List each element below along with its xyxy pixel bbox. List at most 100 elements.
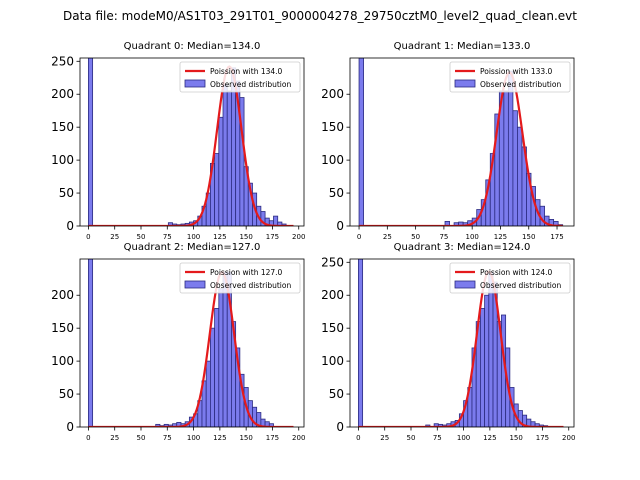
histogram-bar (226, 90, 232, 226)
legend-fit-label: Poission with 133.0 (480, 67, 553, 76)
histogram-bar (512, 110, 518, 226)
y-tick-label: 0 (336, 420, 344, 434)
x-tick-label: 0 (86, 434, 90, 442)
histogram-bar (480, 308, 486, 427)
x-tick-label: 175 (550, 233, 563, 241)
x-tick-label: 75 (433, 434, 442, 442)
histogram-bar (214, 308, 220, 427)
y-tick-label: 150 (51, 321, 74, 335)
legend-fit-label: Poission with 134.0 (210, 67, 283, 76)
legend-hist-swatch (454, 280, 476, 289)
legend-box (449, 61, 571, 93)
legend-box (179, 61, 301, 93)
legend-hist-swatch (454, 79, 476, 88)
poisson-fit-line (88, 270, 294, 427)
y-tick-label: 200 (321, 87, 344, 101)
x-tick-label: 175 (266, 233, 279, 241)
x-tick-label: 0 (86, 233, 90, 241)
x-tick-label: 50 (407, 434, 416, 442)
histogram-bar (358, 259, 364, 427)
x-tick-label: 50 (411, 233, 420, 241)
y-tick-label: 150 (51, 120, 74, 134)
legend: Poission with 127.0 Observed distribution (179, 262, 301, 294)
x-tick-label: 175 (536, 434, 549, 442)
histogram-bar (88, 259, 94, 427)
histogram-bar (205, 360, 211, 427)
histogram-bar (484, 294, 490, 427)
x-tick-label: 50 (137, 434, 146, 442)
x-tick-label: 125 (213, 233, 226, 241)
panel-title: Quadrant 1: Median=133.0 (394, 41, 531, 52)
legend: Poission with 134.0 Observed distribution (179, 61, 301, 93)
x-tick-label: 0 (356, 434, 360, 442)
histogram-bar (488, 271, 494, 427)
quadrant-0-panel: Quadrant 0: Median=134.0 0 50 100 150 200 250 0… (51, 41, 305, 241)
histogram-bars (358, 58, 564, 226)
x-tick-label: 125 (213, 434, 226, 442)
histogram-bar (273, 215, 279, 226)
poisson-fit-line (358, 270, 564, 427)
histogram-bar (218, 288, 224, 427)
axes-frame (349, 258, 575, 428)
y-tick-label: 200 (321, 288, 344, 302)
y-tick-label: 0 (66, 219, 74, 233)
figure-suptitle: Data file: modeM0/AS1T03_291T01_90000042… (63, 9, 577, 23)
legend: Poission with 133.0 Observed distribution (449, 61, 571, 93)
panel-title: Quadrant 2: Median=127.0 (124, 242, 261, 253)
y-tick-label: 250 (51, 54, 74, 68)
x-tick-label: 50 (137, 233, 146, 241)
legend-hist-label: Observed distribution (210, 281, 291, 290)
x-tick-label: 25 (383, 233, 392, 241)
histogram-bar (210, 327, 216, 427)
y-tick-label: 100 (321, 354, 344, 368)
legend-fit-label: Poission with 124.0 (480, 268, 553, 277)
y-tick-label: 200 (51, 87, 74, 101)
legend-hist-label: Observed distribution (480, 281, 561, 290)
x-tick-label: 25 (380, 434, 389, 442)
histogram-bar (222, 83, 228, 226)
legend-hist-label: Observed distribution (210, 80, 291, 89)
y-tick-label: 250 (321, 255, 344, 269)
axes-frame (349, 57, 575, 227)
x-tick-label: 100 (187, 233, 200, 241)
histogram-bar (222, 271, 228, 427)
y-tick-label: 50 (59, 387, 74, 401)
x-tick-label: 125 (494, 233, 507, 241)
y-tick-label: 200 (51, 288, 74, 302)
y-tick-label: 50 (329, 186, 344, 200)
x-tick-label: 200 (292, 434, 305, 442)
y-tick-label: 50 (59, 186, 74, 200)
x-tick-label: 200 (292, 233, 305, 241)
axes-frame (79, 258, 305, 428)
x-tick-label: 25 (110, 434, 119, 442)
histogram-bar (88, 58, 94, 226)
x-tick-label: 75 (163, 233, 172, 241)
x-tick-label: 100 (465, 233, 478, 241)
legend-hist-swatch (184, 79, 206, 88)
legend-fit-label: Poission with 127.0 (210, 268, 283, 277)
y-tick-label: 100 (321, 153, 344, 167)
histogram-bar (517, 126, 523, 226)
x-tick-label: 100 (457, 434, 470, 442)
x-tick-label: 175 (266, 434, 279, 442)
y-tick-label: 0 (336, 219, 344, 233)
panel-title: Quadrant 0: Median=134.0 (124, 41, 261, 52)
x-tick-label: 150 (509, 434, 522, 442)
legend-hist-label: Observed distribution (480, 80, 561, 89)
legend-hist-swatch (184, 280, 206, 289)
y-tick-label: 50 (329, 387, 344, 401)
histogram-bar (358, 58, 364, 226)
legend-box (179, 262, 301, 294)
x-tick-label: 125 (483, 434, 496, 442)
poisson-fit-line (88, 65, 294, 226)
y-tick-label: 150 (321, 321, 344, 335)
x-tick-label: 200 (562, 434, 575, 442)
axes-frame (79, 57, 305, 227)
histogram-bar (507, 70, 514, 226)
x-tick-label: 150 (239, 434, 252, 442)
x-tick-label: 150 (239, 233, 252, 241)
y-tick-label: 100 (51, 354, 74, 368)
x-tick-label: 75 (163, 434, 172, 442)
y-tick-label: 100 (51, 153, 74, 167)
